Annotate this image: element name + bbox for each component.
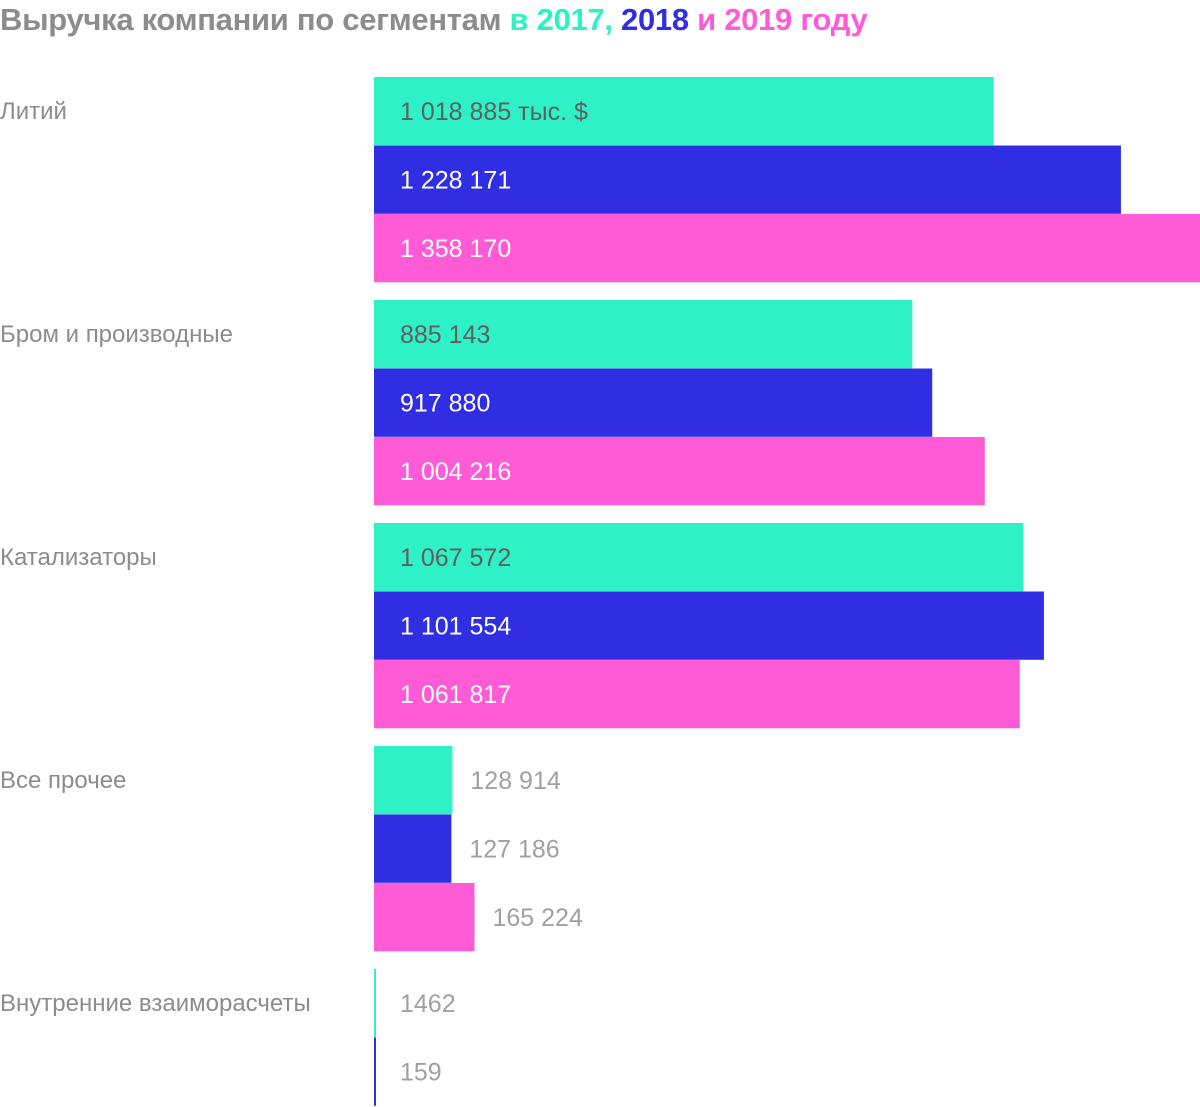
bar-2017 (374, 300, 913, 369)
bar-2017 (374, 523, 1024, 592)
bar-2017 (374, 77, 994, 146)
data-label-2019: 1 061 817 (400, 681, 511, 709)
category-label: Внутренние взаиморасчеты (0, 990, 311, 1017)
category-label: Все прочее (0, 767, 126, 794)
bar-2019 (374, 437, 985, 506)
bar-2019 (374, 883, 475, 952)
title-year-2017: 2017, (536, 2, 613, 37)
bar-2019 (374, 660, 1020, 729)
data-label-2019: 165 224 (492, 904, 582, 932)
title-prefix: Выручка компании по сегментам (0, 2, 502, 37)
data-label-2019: 1 004 216 (400, 458, 511, 486)
data-label-2017: 885 143 (400, 321, 490, 349)
title-suffix: году (800, 2, 868, 37)
bar-2018 (374, 814, 452, 883)
title-in: в (509, 2, 529, 37)
data-label-2018: 127 186 (469, 836, 559, 864)
title-and: и (697, 2, 716, 37)
bar-2018 (374, 1037, 376, 1106)
category-label: Бром и производные (0, 321, 233, 348)
data-label-2019: 1 358 170 (400, 235, 511, 263)
data-label-2017: 1 067 572 (400, 544, 511, 572)
data-label-2018: 1 228 171 (400, 167, 511, 195)
category-label: Катализаторы (0, 544, 157, 571)
data-label-2018: 917 880 (400, 390, 490, 418)
bar-2019 (374, 214, 1200, 283)
title-year-2019: 2019 (724, 2, 792, 37)
title-year-2018: 2018 (621, 2, 689, 37)
data-label-2018: 1 101 554 (400, 613, 511, 641)
data-label-2017: 1 018 885 тыс. $ (400, 98, 588, 126)
data-label-2017: 128 914 (470, 767, 560, 795)
bar-2017 (374, 746, 453, 815)
bar-2017 (374, 969, 376, 1038)
bar-2018 (374, 145, 1121, 214)
category-label: Литий (0, 98, 67, 125)
bar-2018 (374, 368, 933, 437)
bar-2018 (374, 591, 1044, 660)
chart-title: Выручка компании по сегментам в 2017, 20… (0, 0, 868, 40)
data-label-2018: 159 (400, 1059, 442, 1087)
data-label-2017: 1462 (400, 990, 456, 1018)
